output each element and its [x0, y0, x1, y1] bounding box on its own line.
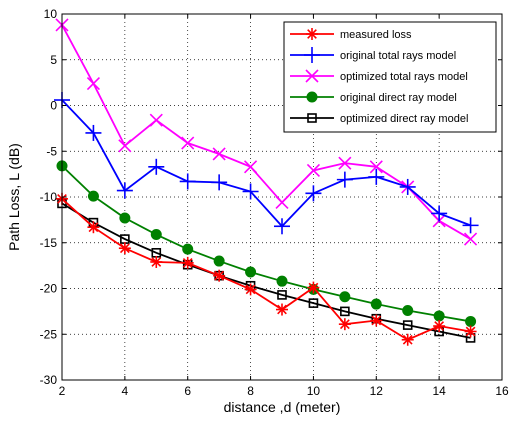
- marker-asterisk: [88, 222, 99, 233]
- legend-item: measured loss: [290, 28, 412, 41]
- marker-asterisk: [182, 257, 193, 268]
- marker-x: [338, 156, 352, 170]
- y-tick-label: 0: [50, 99, 57, 113]
- marker-circle: [213, 255, 225, 267]
- marker-asterisk: [245, 284, 256, 295]
- marker-circle: [150, 229, 162, 241]
- x-tick-label: 2: [59, 384, 66, 398]
- legend-item: optimized direct ray model: [290, 113, 468, 125]
- y-tick-label: -5: [46, 144, 57, 158]
- marker-asterisk: [308, 282, 319, 293]
- y-tick-label: -25: [40, 327, 58, 341]
- marker-circle: [339, 291, 351, 303]
- y-tick-label: -30: [40, 373, 58, 387]
- series-line: [61, 198, 471, 341]
- marker-circle: [182, 243, 194, 255]
- marker-circle: [370, 298, 382, 310]
- x-axis-label: distance ,d (meter): [224, 399, 341, 415]
- marker-x: [305, 69, 319, 83]
- x-tick-label: 4: [122, 384, 129, 398]
- marker-asterisk: [402, 334, 413, 345]
- y-tick-label: -15: [40, 236, 58, 250]
- marker-square: [402, 320, 413, 330]
- marker-x: [244, 160, 258, 174]
- x-tick-label: 16: [495, 384, 509, 398]
- marker-x: [464, 232, 478, 246]
- marker-square: [307, 113, 317, 123]
- legend: measured loss original total rays model op…: [283, 21, 497, 133]
- legend-label: measured loss: [340, 29, 412, 41]
- series-line: [61, 99, 471, 228]
- marker-x: [369, 160, 383, 174]
- x-tick-label: 8: [247, 384, 254, 398]
- marker-x: [275, 195, 289, 210]
- marker-asterisk: [307, 29, 317, 39]
- marker-asterisk: [434, 321, 445, 331]
- marker-circle: [87, 190, 99, 202]
- y-tick-label: 5: [50, 53, 57, 67]
- marker-square: [340, 306, 350, 317]
- marker-asterisk: [465, 326, 476, 337]
- marker-x: [86, 76, 100, 91]
- marker-circle: [245, 266, 257, 278]
- ticks: 2 4 6 8 10 12 14 16 10 5 0 -5 -10 -15 -20 -25 -30: [40, 7, 509, 398]
- legend-box: [283, 21, 497, 133]
- marker-asterisk: [119, 243, 130, 254]
- marker-x: [181, 136, 195, 150]
- marker-asterisk: [339, 319, 350, 330]
- series-line: [61, 202, 471, 339]
- x-tick-label: 10: [307, 384, 321, 398]
- y-tick-label: -10: [40, 190, 58, 204]
- marker-circle: [306, 91, 318, 103]
- legend-label: optimized direct ray model: [340, 113, 468, 125]
- marker-x: [306, 163, 320, 178]
- marker-circle: [465, 315, 477, 327]
- marker-circle: [402, 304, 414, 316]
- marker-asterisk: [371, 315, 382, 326]
- marker-x: [118, 139, 132, 153]
- legend-label: original direct ray model: [340, 92, 457, 104]
- marker-asterisk: [214, 270, 225, 281]
- x-tick-label: 14: [432, 384, 446, 398]
- marker-circle: [433, 310, 445, 322]
- marker-x: [212, 147, 226, 161]
- legend-label: original total rays model: [340, 50, 456, 62]
- marker-square: [308, 298, 319, 308]
- marker-circle: [276, 275, 288, 287]
- marker-asterisk: [277, 304, 287, 315]
- x-tick-label: 6: [184, 384, 191, 398]
- x-tick-label: 12: [370, 384, 384, 398]
- marker-square: [277, 290, 287, 300]
- legend-item: optimized total rays model: [290, 69, 468, 83]
- series-0: [56, 192, 477, 346]
- legend-item: original direct ray model: [290, 91, 457, 104]
- legend-label: optimized total rays model: [340, 71, 468, 83]
- y-tick-label: 10: [44, 7, 58, 21]
- marker-asterisk: [151, 257, 162, 267]
- marker-circle: [119, 212, 131, 224]
- marker-x: [149, 113, 163, 127]
- y-axis-label: Path Loss, L (dB): [6, 143, 22, 251]
- y-tick-label: -20: [40, 282, 58, 296]
- legend-item: original total rays model: [290, 47, 456, 63]
